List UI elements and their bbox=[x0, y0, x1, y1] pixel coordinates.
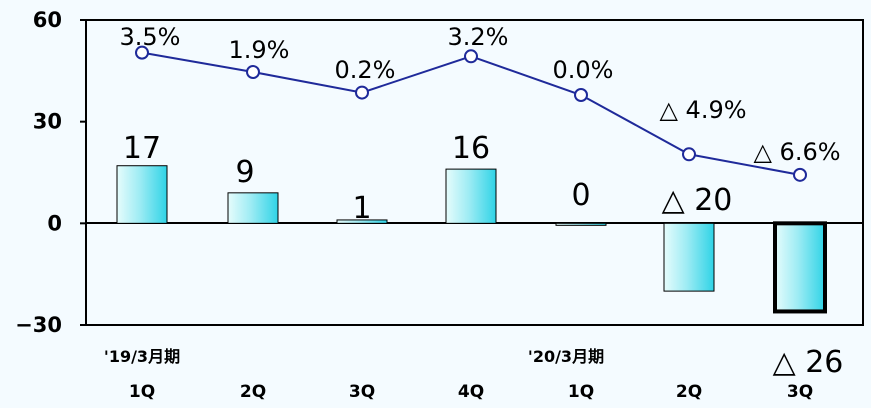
line-point bbox=[246, 65, 260, 80]
x-tick-label: 3Q bbox=[349, 382, 375, 402]
x-tick-label: 1Q bbox=[129, 382, 155, 402]
line-point bbox=[135, 45, 149, 60]
bar-value-label: △ 20 bbox=[662, 183, 733, 218]
line-point bbox=[682, 147, 696, 162]
x-tick-label: 3Q bbox=[787, 382, 813, 402]
x-tick-label: 2Q bbox=[240, 382, 266, 402]
bar bbox=[336, 219, 388, 224]
line-value-labels: 3.5% 1.9% 0.2% 3.2% 0.0% △ 4.9%△ 6.6% bbox=[120, 23, 841, 166]
bar bbox=[773, 221, 827, 314]
line-value-label: 3.5% bbox=[120, 23, 181, 51]
line-series bbox=[135, 45, 807, 182]
y-tick-label: 30 bbox=[33, 110, 62, 134]
y-tick-label: 60 bbox=[33, 8, 62, 32]
x-tick-label: 2Q bbox=[676, 382, 702, 402]
line-value-label: 1.9% bbox=[229, 36, 290, 64]
bar-value-label: 17 bbox=[123, 131, 161, 166]
period-label: '20/3月期 bbox=[528, 347, 604, 366]
line-point bbox=[793, 167, 807, 182]
bar bbox=[116, 165, 168, 224]
bar bbox=[663, 222, 715, 292]
bar-value-label: △ 26 bbox=[773, 345, 844, 380]
bar-series bbox=[116, 165, 827, 314]
y-tick-label: −30 bbox=[15, 313, 62, 337]
x-axis: 1Q 2Q 3Q 4Q 1Q 2Q 3Q '19/3月期 '20/3月期 bbox=[104, 347, 813, 402]
line-value-label: 3.2% bbox=[448, 23, 509, 51]
line-point bbox=[355, 85, 369, 100]
line-point bbox=[574, 88, 588, 102]
line-value-label: 0.0% bbox=[553, 56, 614, 84]
line-value-label: △ 6.6% bbox=[753, 138, 840, 166]
period-label: '19/3月期 bbox=[104, 347, 180, 366]
bar bbox=[445, 168, 497, 224]
bar-value-label: 9 bbox=[235, 155, 254, 190]
bar-value-label: 1 bbox=[352, 191, 371, 226]
bar bbox=[227, 192, 279, 224]
bar-value-label: 16 bbox=[452, 131, 490, 166]
line-point bbox=[464, 49, 478, 64]
x-tick-label: 1Q bbox=[568, 382, 594, 402]
line-value-label: △ 4.9% bbox=[659, 96, 746, 124]
bar-value-label: 0 bbox=[571, 178, 590, 213]
x-tick-label: 4Q bbox=[458, 382, 484, 402]
bar bbox=[555, 222, 607, 226]
line-value-label: 0.2% bbox=[335, 56, 396, 84]
bar-value-labels: 17 9 1 16 0 △ 20 △ 26 bbox=[123, 131, 843, 380]
y-axis: 60 30 0 −30 bbox=[15, 8, 86, 337]
y-tick-label: 0 bbox=[47, 211, 62, 235]
